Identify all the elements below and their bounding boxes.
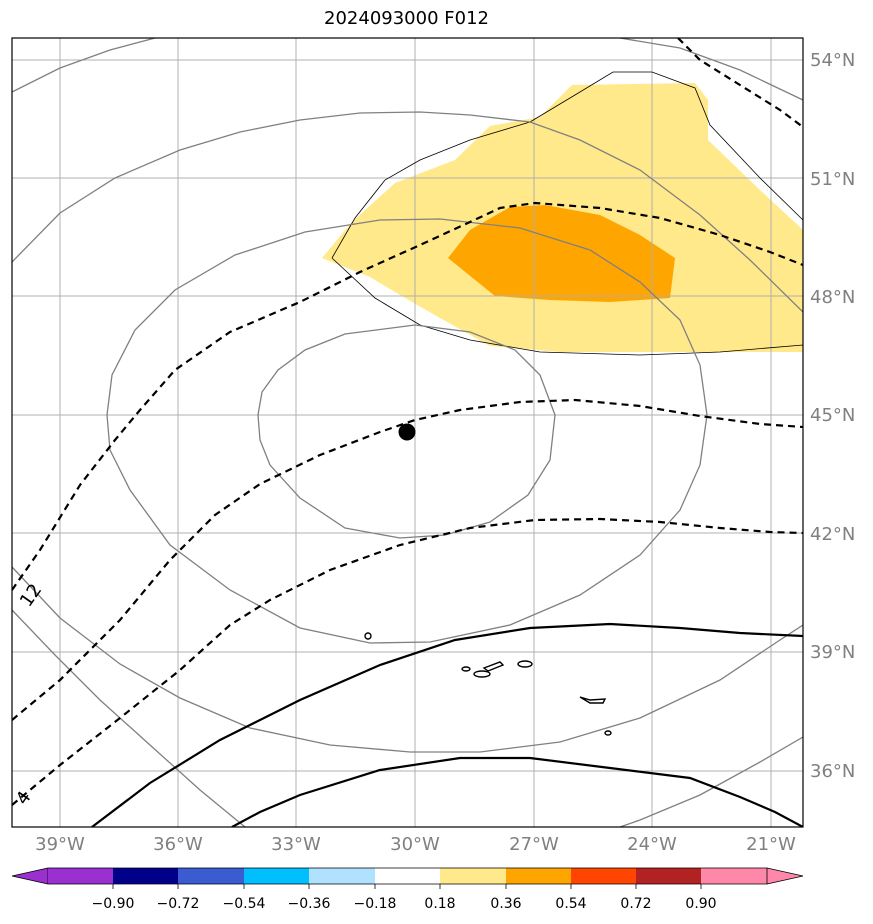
map-area xyxy=(12,38,803,827)
lon-label: 24°W xyxy=(627,834,677,855)
colorbar-tick-label: 0.90 xyxy=(685,896,716,912)
lon-label: 27°W xyxy=(509,834,559,855)
colorbar-tick-label: 0.54 xyxy=(555,896,586,912)
colorbar-tick-label: −0.36 xyxy=(288,896,331,912)
colorbar-segment xyxy=(309,868,375,884)
colorbar-tick-label: 0.36 xyxy=(490,896,521,912)
colorbar-tick-label: −0.90 xyxy=(92,896,135,912)
colorbar: −0.90 −0.72 −0.54 −0.36 −0.18 0.18 0.36 … xyxy=(11,867,804,912)
colorbar-extend-low xyxy=(11,867,49,885)
gridlines xyxy=(12,38,803,827)
colorbar-tick-label: −0.72 xyxy=(157,896,200,912)
colorbar-segment xyxy=(440,868,506,884)
latitude-labels: 54°N 51°N 48°N 45°N 42°N 39°N 36°N xyxy=(810,50,855,782)
lon-label: 33°W xyxy=(271,834,321,855)
map-title: 2024093000 F012 xyxy=(324,8,489,29)
dashed-contours xyxy=(12,38,803,806)
island-outlines xyxy=(364,632,612,736)
lat-label: 48°N xyxy=(810,287,855,308)
colorbar-tick-label: −0.54 xyxy=(223,896,266,912)
colorbar-segment xyxy=(113,868,178,884)
longitude-labels: 39°W 36°W 33°W 30°W 27°W 24°W 21°W xyxy=(35,834,796,855)
colorbar-segment xyxy=(571,868,636,884)
lon-label: 21°W xyxy=(746,834,796,855)
lat-label: 45°N xyxy=(810,405,855,426)
colorbar-segment xyxy=(701,868,767,884)
lon-label: 39°W xyxy=(35,834,85,855)
colorbar-tick-label: 0.72 xyxy=(620,896,651,912)
solid-contours xyxy=(91,622,803,827)
colorbar-extend-high xyxy=(766,867,804,885)
colorbar-outline xyxy=(48,867,767,885)
colorbar-segment xyxy=(178,868,244,884)
pressure-contours xyxy=(12,38,803,827)
contour-label-4: 4 xyxy=(12,787,36,808)
colorbar-segment xyxy=(48,868,113,884)
colorbar-tick-label: −0.18 xyxy=(354,896,397,912)
colorbar-segment xyxy=(375,868,440,884)
contour-label-12: 12 xyxy=(16,580,46,611)
colorbar-segment xyxy=(636,868,701,884)
lat-label: 42°N xyxy=(810,524,855,545)
storm-center-marker xyxy=(398,423,416,441)
lat-label: 39°N xyxy=(810,642,855,663)
map-frame xyxy=(11,37,804,828)
colorbar-ticks xyxy=(112,884,702,889)
lat-label: 54°N xyxy=(810,50,855,71)
orange-shading xyxy=(448,205,675,302)
lon-label: 36°W xyxy=(153,834,203,855)
colorbar-segment xyxy=(506,868,571,884)
colorbar-segment xyxy=(244,868,309,884)
colorbar-tick-label: 0.18 xyxy=(424,896,455,912)
lat-label: 36°N xyxy=(810,761,855,782)
lon-label: 30°W xyxy=(390,834,440,855)
lat-label: 51°N xyxy=(810,169,855,190)
